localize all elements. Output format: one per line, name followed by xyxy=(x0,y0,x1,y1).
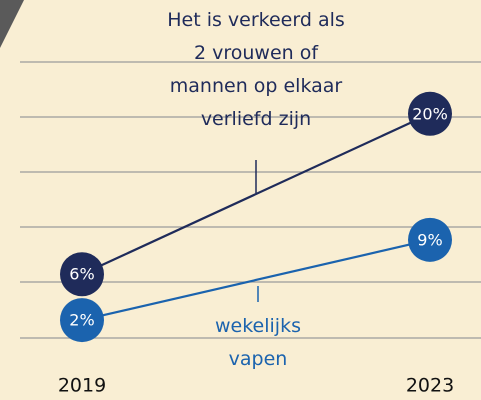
series-line xyxy=(82,240,430,320)
x-tick-label: 2019 xyxy=(58,375,106,397)
series-label: Het is verkeerd als 2 vrouwen of mannen … xyxy=(163,4,349,136)
value-label: 2% xyxy=(69,311,94,330)
x-tick-label: 2023 xyxy=(406,375,454,397)
value-label: 9% xyxy=(417,230,442,249)
chart: 2019 2023 6% 20% 2% 9% Het is verkeerd als 2 … xyxy=(0,0,481,400)
value-label: 6% xyxy=(69,265,94,284)
series-label: wekelijks vapen xyxy=(200,310,316,376)
value-label: 20% xyxy=(412,104,448,123)
series-line xyxy=(82,114,430,274)
corner-decoration xyxy=(0,0,24,48)
